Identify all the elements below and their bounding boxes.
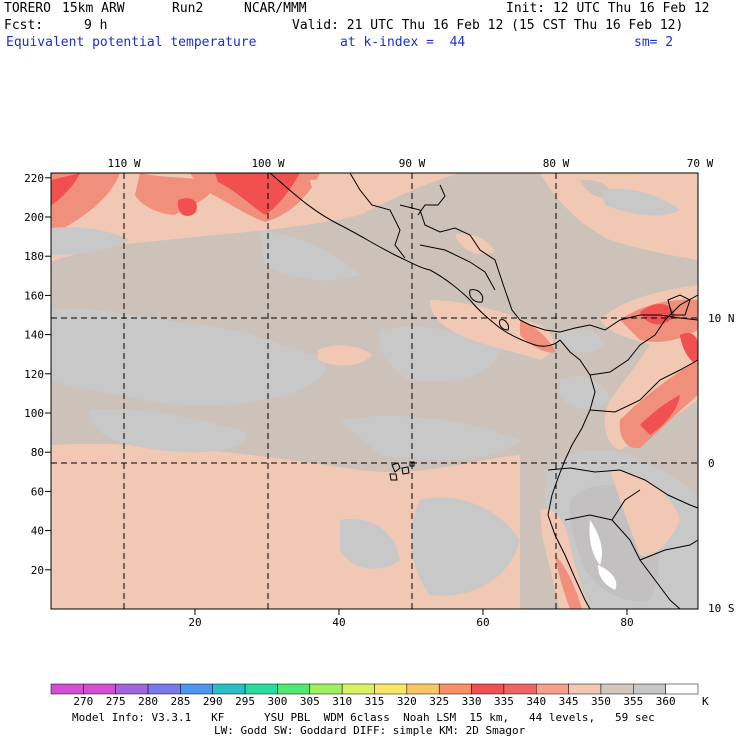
colorbar-swatch — [115, 683, 149, 695]
y-tick-label: 220 — [24, 172, 44, 185]
colorbar-swatch — [212, 683, 246, 695]
colorbar-swatch — [244, 683, 278, 695]
colorbar-swatch — [83, 683, 116, 695]
valid-time: Valid: 21 UTC Thu 16 Feb 12 (15 CST Thu … — [292, 18, 684, 33]
lat-label-10n: 10 N — [708, 312, 735, 325]
lon-label-100w: 100 W — [251, 157, 284, 170]
galapagos-islands — [389, 461, 415, 481]
colorbar-swatch — [277, 683, 311, 695]
colorbar-swatch — [600, 683, 634, 695]
y-tick-label: 80 — [31, 446, 44, 459]
colorbar — [50, 683, 699, 695]
colorbar-swatch — [633, 683, 666, 695]
colorbar-swatch — [50, 683, 84, 695]
lat-label-0: 0 — [708, 457, 715, 470]
shaded-field — [51, 173, 698, 609]
colorbar-swatch — [503, 683, 537, 695]
colorbar-swatch — [374, 683, 408, 695]
colorbar-label: 305 — [300, 695, 320, 708]
colorbar-label: 315 — [365, 695, 385, 708]
plot-frame — [50, 172, 699, 610]
colorbar-label: 325 — [429, 695, 449, 708]
lon-label-70w: 70 W — [687, 157, 714, 170]
model-resolution: 15km ARW — [62, 1, 125, 16]
x-tick-label: 20 — [188, 616, 201, 629]
y-tick-label: 200 — [24, 211, 44, 224]
model-name: TORERO — [4, 1, 51, 16]
colorbar-swatch — [147, 683, 181, 695]
colorbar-label: 345 — [559, 695, 579, 708]
lat-label-10s: 10 S — [708, 602, 735, 615]
colorbar-label: 275 — [106, 695, 126, 708]
colorbar-swatch — [341, 683, 375, 695]
y-tick-label: 180 — [24, 250, 44, 263]
colorbar-swatch — [406, 683, 440, 695]
init-time: Init: 12 UTC Thu 16 Feb 12 — [506, 1, 710, 16]
forecast-hour: 9 h — [84, 18, 108, 33]
run-label: Run2 — [172, 1, 204, 16]
graticule — [51, 173, 698, 609]
colorbar-label: 290 — [203, 695, 223, 708]
colorbar-label: 355 — [623, 695, 643, 708]
colorbar-unit: K — [702, 695, 709, 708]
organization: NCAR/MMM — [244, 1, 307, 16]
forecast-label: Fcst: — [4, 18, 44, 33]
model-info: Model Info: V3.3.1 KF YSU PBL WDM 6class… — [72, 711, 655, 724]
colorbar-swatch — [568, 683, 602, 695]
colorbar-label: 330 — [462, 695, 482, 708]
colorbar-swatch — [180, 683, 213, 695]
colorbar-swatch — [438, 683, 472, 695]
colorbar-label: 350 — [591, 695, 611, 708]
colorbar-label: 310 — [332, 695, 352, 708]
smoothing: sm= 2 — [634, 35, 674, 50]
colorbar-label: 320 — [397, 695, 417, 708]
y-tick-label: 140 — [24, 329, 44, 342]
tick-marks — [45, 177, 628, 615]
y-tick-label: 160 — [24, 289, 44, 302]
colorbar-swatch — [536, 683, 569, 695]
y-tick-label: 120 — [24, 368, 44, 381]
field-name: Equivalent potential temperature — [6, 35, 257, 50]
colorbar-label: 270 — [73, 695, 93, 708]
y-tick-label: 100 — [24, 407, 44, 420]
x-tick-label: 80 — [620, 616, 633, 629]
y-tick-label: 60 — [31, 485, 44, 498]
k-index: at k-index = 44 — [340, 35, 466, 50]
colorbar-label: 285 — [170, 695, 190, 708]
coastlines — [269, 172, 699, 610]
x-tick-label: 40 — [332, 616, 345, 629]
colorbar-label: 280 — [138, 695, 158, 708]
colorbar-label: 295 — [235, 695, 255, 708]
y-tick-label: 20 — [31, 564, 44, 577]
physics-info: LW: Godd SW: Goddard DIFF: simple KM: 2D… — [214, 724, 526, 737]
lon-label-80w: 80 W — [543, 157, 570, 170]
y-tick-label: 40 — [31, 525, 44, 538]
colorbar-swatch — [309, 683, 343, 695]
colorbar-label: 335 — [494, 695, 514, 708]
lon-label-110w: 110 W — [107, 157, 140, 170]
colorbar-swatch — [471, 683, 505, 695]
colorbar-swatch — [665, 683, 699, 695]
colorbar-label: 300 — [268, 695, 288, 708]
x-tick-label: 60 — [476, 616, 489, 629]
lon-label-90w: 90 W — [399, 157, 426, 170]
colorbar-label: 340 — [526, 695, 546, 708]
colorbar-label: 360 — [656, 695, 676, 708]
